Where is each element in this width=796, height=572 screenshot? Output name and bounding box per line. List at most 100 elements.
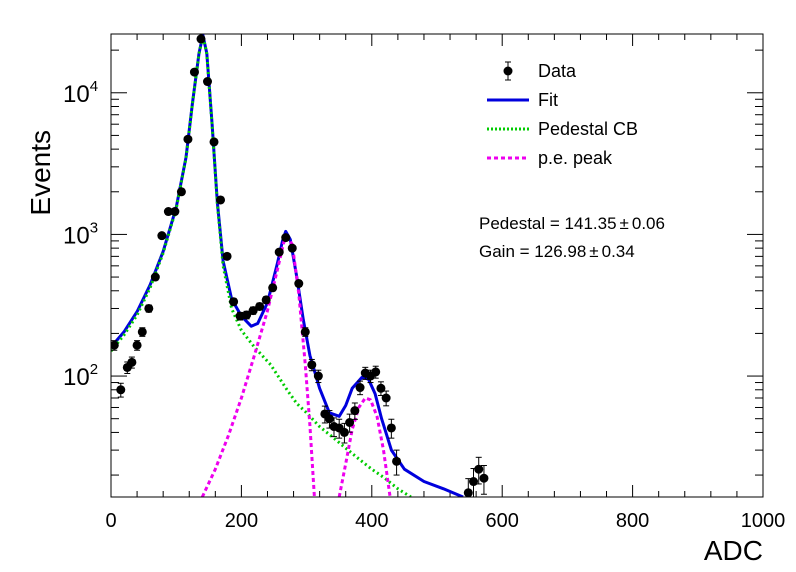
data-marker <box>116 385 126 395</box>
data-point <box>229 297 239 307</box>
x-tick-label: 200 <box>225 510 258 532</box>
data-marker <box>287 243 297 253</box>
legend-entry: Fit <box>487 90 558 110</box>
svg-text:Pedestal = 141.35±0.06: Pedestal = 141.35 ±0.06 <box>479 214 665 233</box>
data-point <box>157 231 167 241</box>
data-marker <box>345 418 355 428</box>
data-point <box>345 413 355 433</box>
axis-ticks <box>110 34 764 497</box>
data-point <box>189 67 199 77</box>
x-tick-label: 600 <box>486 510 519 532</box>
data-marker <box>144 303 154 313</box>
x-tick-label: 1000 <box>741 510 786 532</box>
data-point <box>313 369 323 384</box>
data-marker <box>127 357 137 367</box>
data-marker <box>392 456 402 466</box>
data-point <box>339 422 349 444</box>
data-marker <box>386 423 396 433</box>
legend-marker <box>503 66 513 76</box>
data-point <box>307 358 317 372</box>
data-point <box>474 456 484 485</box>
data-marker <box>183 134 193 144</box>
data-point <box>300 327 310 337</box>
data-marker <box>268 283 278 293</box>
legend-label: Pedestal CB <box>538 119 638 139</box>
data-marker <box>163 207 173 217</box>
y-tick-label: 102 <box>63 361 98 391</box>
data-point <box>371 365 381 379</box>
x-tick-label: 800 <box>616 510 649 532</box>
data-point <box>255 301 265 311</box>
data-point <box>111 340 119 351</box>
data-marker <box>371 367 381 377</box>
fit-results: Pedestal = 141.35 ±0.06 Gain = 126.98 ±0.3… <box>479 214 665 261</box>
gain-error: 0.34 <box>602 242 635 261</box>
data-marker <box>157 231 167 241</box>
legend-label: p.e. peak <box>538 148 613 168</box>
data-marker <box>176 187 186 197</box>
data-point <box>355 380 365 396</box>
data-marker <box>209 137 219 147</box>
data-marker <box>355 383 365 393</box>
svg-text:Gain = 126.98±0.34: Gain = 126.98 ±0.34 <box>479 242 635 261</box>
data-point <box>386 418 396 439</box>
data-marker <box>307 360 317 370</box>
legend-entry: p.e. peak <box>487 148 613 168</box>
data-point <box>376 381 386 396</box>
data-marker <box>222 251 232 261</box>
data-point <box>392 449 402 476</box>
data-point <box>150 272 160 282</box>
data-marker <box>111 340 119 350</box>
data-point <box>294 279 304 289</box>
data-marker <box>248 306 258 316</box>
data-point <box>196 34 206 44</box>
y-axis-label: Events <box>25 130 56 216</box>
data-marker <box>294 279 304 289</box>
legend-label: Fit <box>538 90 558 110</box>
data-point <box>132 340 142 351</box>
data-marker <box>170 207 180 217</box>
data-point <box>170 207 180 217</box>
data-marker <box>469 477 479 487</box>
data-marker <box>229 297 239 307</box>
data-point <box>163 207 173 217</box>
tick-labels: 0 200 400 600 800 1000 102 103 104 <box>63 78 785 532</box>
data-point <box>137 327 147 337</box>
data-point <box>222 251 232 261</box>
data-marker <box>463 488 473 497</box>
data-marker <box>350 406 360 416</box>
data-point <box>463 478 473 497</box>
data-marker <box>324 414 334 424</box>
data-point <box>202 77 212 87</box>
data-marker <box>300 327 310 337</box>
data-marker <box>339 427 349 437</box>
data-marker <box>274 247 284 257</box>
x-axis-label: ADC <box>704 535 763 566</box>
data-marker <box>381 393 391 403</box>
data-marker <box>189 67 199 77</box>
pedestal-cb-curve <box>111 34 412 497</box>
data-point <box>116 382 126 398</box>
pedestal-error: 0.06 <box>632 214 665 233</box>
data-marker <box>196 34 206 44</box>
data-marker <box>132 340 142 350</box>
data-marker <box>474 464 484 474</box>
data-marker <box>479 473 489 483</box>
data-point <box>242 310 252 320</box>
legend: Data Fit Pedestal CB p.e. peak <box>487 61 638 168</box>
data-point <box>183 134 193 144</box>
data-point <box>144 303 154 313</box>
data-point <box>350 402 360 420</box>
data-point <box>381 390 391 407</box>
data-point <box>287 243 297 253</box>
data-point <box>479 465 489 495</box>
data-marker <box>216 195 226 205</box>
legend-label: Data <box>538 61 577 81</box>
gain-annotation: Gain = 126.98 <box>479 242 586 261</box>
data-marker <box>242 310 252 320</box>
pedestal-annotation: Pedestal = 141.35 <box>479 214 617 233</box>
data-point <box>281 233 291 243</box>
data-point <box>127 356 137 369</box>
data-marker <box>376 383 386 393</box>
